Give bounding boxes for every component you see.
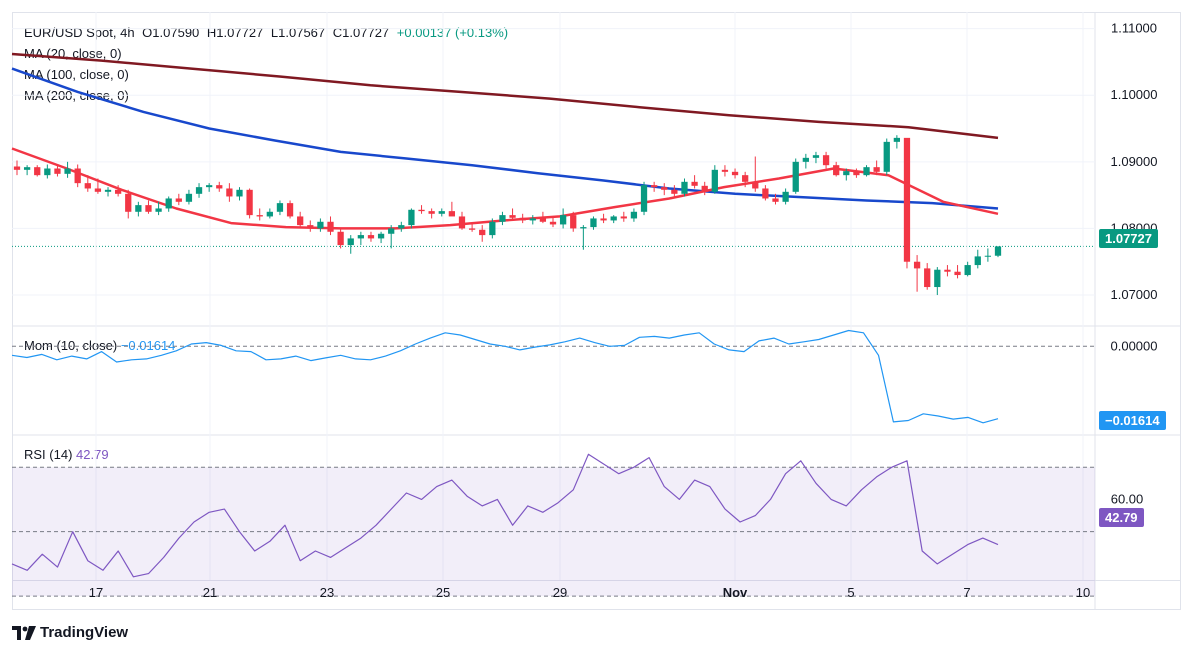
ohlc-legend: EUR/USD Spot, 4h O1.07590 H1.07727 L1.07… (24, 25, 512, 40)
rsi-label: RSI (14) (24, 447, 73, 462)
open-value: O1.07590 (142, 25, 200, 40)
brand-name: TradingView (40, 624, 129, 641)
change-value: +0.00137 (+0.13%) (396, 25, 509, 40)
ma100-legend[interactable]: MA (100, close, 0) (24, 67, 129, 82)
rsi-value: 42.79 (76, 447, 109, 462)
ma200-legend[interactable]: MA (200, close, 0) (24, 88, 129, 103)
symbol-label[interactable]: EUR/USD Spot, 4h (24, 25, 135, 40)
chart-frame (12, 12, 1181, 610)
tradingview-brand[interactable]: TradingView (12, 624, 128, 641)
ma20-legend[interactable]: MA (20, close, 0) (24, 46, 122, 61)
close-value: C1.07727 (332, 25, 390, 40)
momentum-value: −0.01614 (120, 338, 176, 353)
high-value: H1.07727 (206, 25, 264, 40)
current-rsi-tag: 42.79 (1099, 508, 1144, 527)
current-momentum-tag: −0.01614 (1099, 411, 1166, 430)
tradingview-logo-icon (12, 625, 36, 640)
rsi-legend[interactable]: RSI (14) 42.79 (24, 447, 109, 462)
current-price-tag: 1.07727 (1099, 229, 1158, 248)
momentum-label: Mom (10, close) (24, 338, 118, 353)
momentum-legend[interactable]: Mom (10, close) −0.01614 (24, 338, 175, 353)
low-value: L1.07567 (270, 25, 326, 40)
